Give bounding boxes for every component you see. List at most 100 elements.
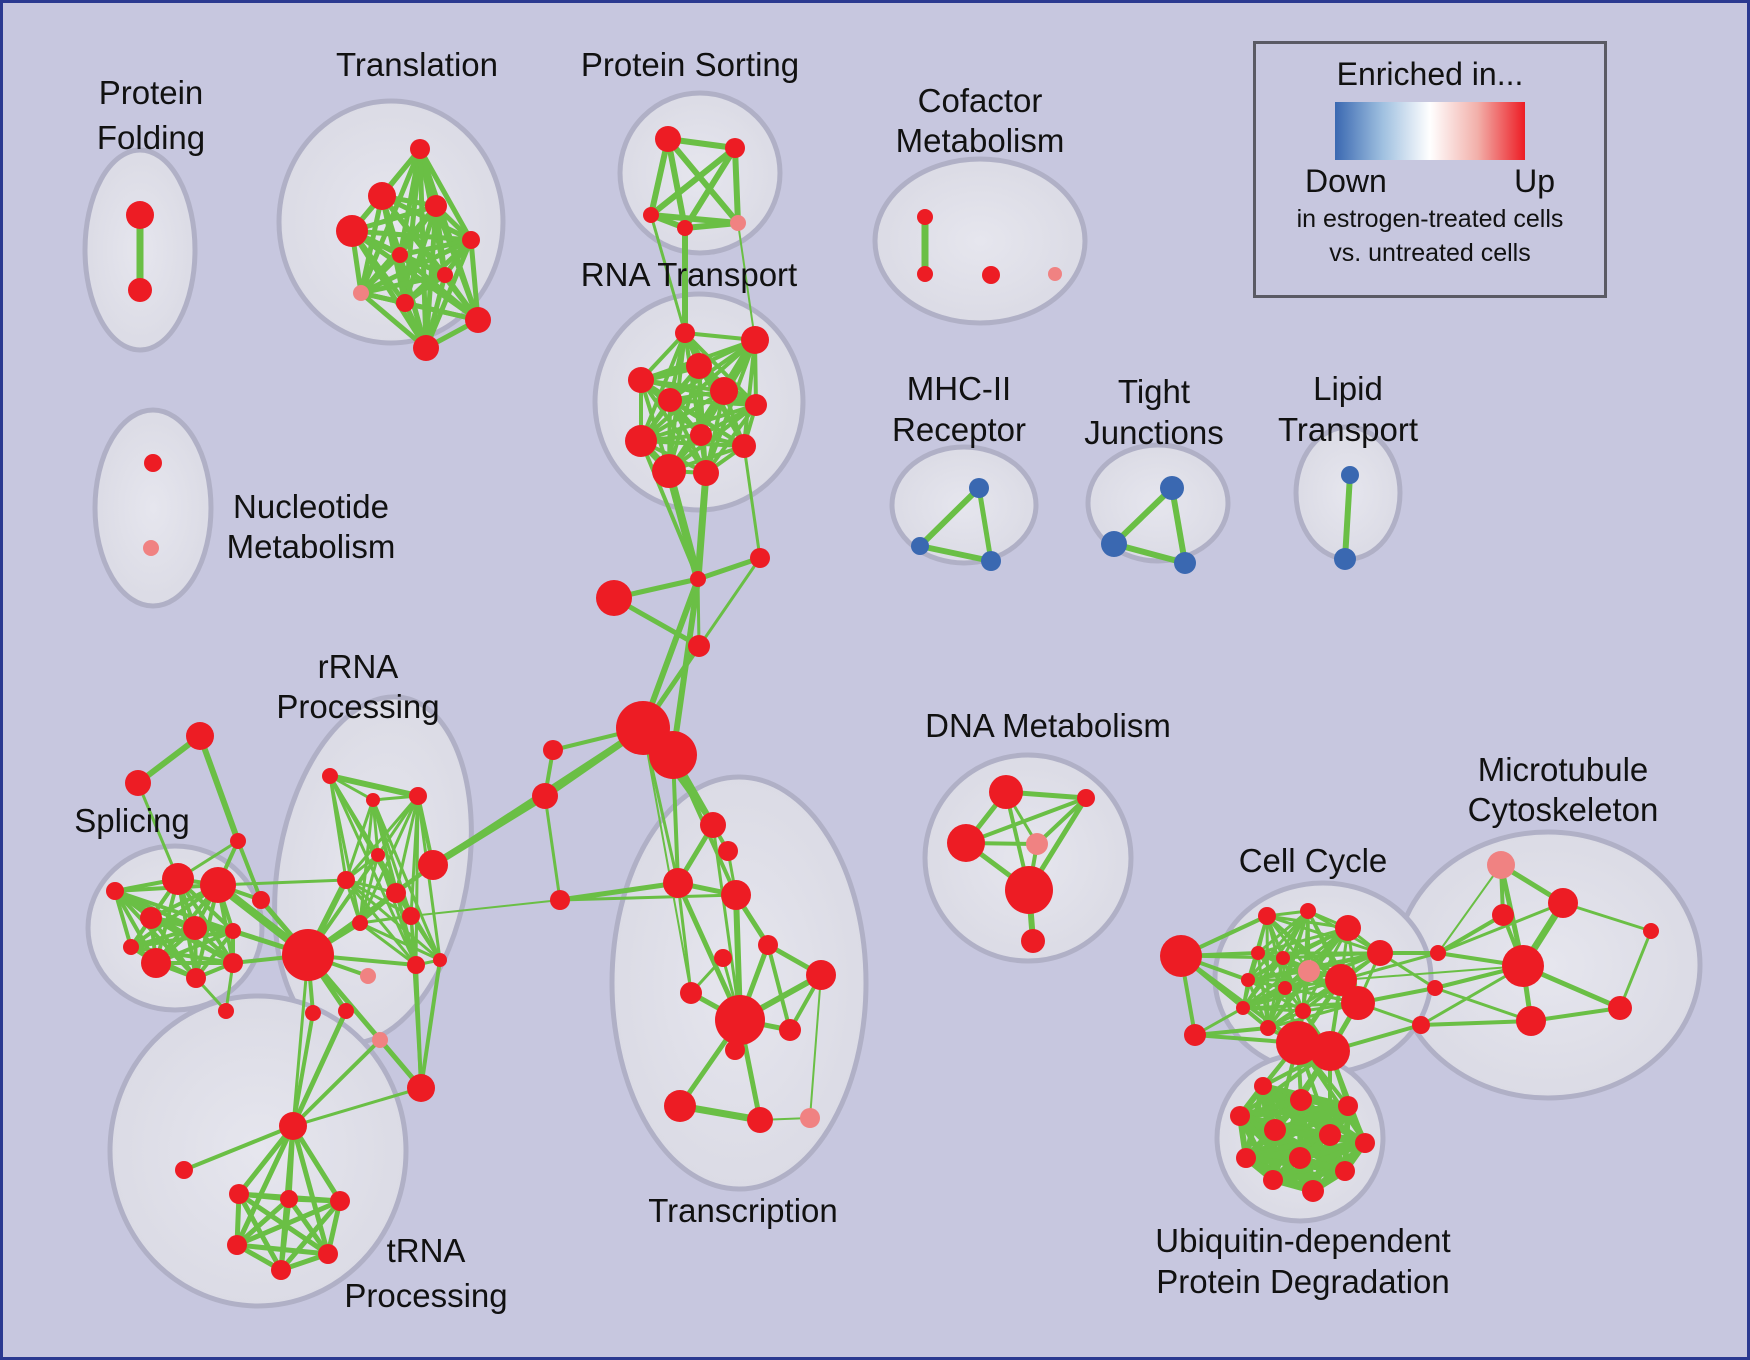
gene-set-node-mt3[interactable] [1502, 945, 1544, 987]
gene-set-node-ub2[interactable] [1290, 1089, 1312, 1111]
gene-set-node-tr4[interactable] [425, 195, 447, 217]
gene-set-node-tj2[interactable] [1101, 531, 1127, 557]
gene-set-node-rt2[interactable] [741, 326, 769, 354]
gene-set-node-tnH[interactable] [279, 1112, 307, 1140]
gene-set-node-tr6[interactable] [392, 247, 408, 263]
gene-set-node-rt11[interactable] [652, 454, 686, 488]
gene-set-node-tr11[interactable] [413, 335, 439, 361]
gene-set-node-tx6[interactable] [714, 949, 732, 967]
gene-set-node-cc9[interactable] [1241, 973, 1255, 987]
gene-set-node-tr7[interactable] [437, 267, 453, 283]
gene-set-node-hc4[interactable] [688, 635, 710, 657]
gene-set-node-rr9[interactable] [352, 915, 368, 931]
gene-set-node-cc2[interactable] [1300, 903, 1316, 919]
gene-set-node-hc3[interactable] [596, 580, 632, 616]
gene-set-node-rr15[interactable] [372, 1032, 388, 1048]
gene-set-node-lt1[interactable] [1341, 466, 1359, 484]
gene-set-node-ccB[interactable] [1310, 1031, 1350, 1071]
gene-set-node-sx1[interactable] [186, 722, 214, 750]
gene-set-node-rr1[interactable] [322, 768, 338, 784]
gene-set-node-sp1[interactable] [162, 863, 194, 895]
gene-set-node-hcB[interactable] [649, 731, 697, 779]
gene-set-node-mt6[interactable] [1643, 923, 1659, 939]
gene-set-node-mt4[interactable] [1608, 996, 1632, 1020]
gene-set-node-rt10[interactable] [732, 434, 756, 458]
gene-set-node-tx5[interactable] [758, 935, 778, 955]
gene-set-node-rt5[interactable] [658, 388, 682, 412]
gene-set-node-rr4[interactable] [371, 848, 385, 862]
gene-set-node-rt9[interactable] [690, 424, 712, 446]
gene-set-node-rr11[interactable] [433, 953, 447, 967]
gene-set-node-tr9[interactable] [396, 294, 414, 312]
gene-set-node-ub1[interactable] [1254, 1077, 1272, 1095]
gene-set-node-cc10[interactable] [1278, 981, 1292, 995]
gene-set-node-tx12[interactable] [747, 1107, 773, 1133]
gene-set-node-cc6[interactable] [1276, 951, 1290, 965]
gene-set-node-mh3[interactable] [981, 551, 1001, 571]
gene-set-node-cc13[interactable] [1295, 1003, 1311, 1019]
gene-set-node-ub10[interactable] [1335, 1161, 1355, 1181]
gene-set-node-rr13[interactable] [338, 1003, 354, 1019]
gene-set-node-tx8[interactable] [680, 982, 702, 1004]
gene-set-node-cc0[interactable] [1184, 1024, 1206, 1046]
gene-set-node-lt2[interactable] [1334, 548, 1356, 570]
gene-set-node-tr5[interactable] [462, 231, 480, 249]
gene-set-node-sp11[interactable] [123, 939, 139, 955]
gene-set-node-tx9[interactable] [779, 1019, 801, 1041]
gene-set-node-tn5[interactable] [227, 1235, 247, 1255]
gene-set-node-sp8[interactable] [223, 953, 243, 973]
gene-set-node-tj1[interactable] [1160, 476, 1184, 500]
gene-set-node-dm4[interactable] [1026, 833, 1048, 855]
gene-set-node-ps5[interactable] [730, 215, 746, 231]
gene-set-node-ub11[interactable] [1263, 1170, 1283, 1190]
gene-set-node-rr10[interactable] [360, 968, 376, 984]
gene-set-node-sp2[interactable] [200, 867, 236, 903]
gene-set-node-rr16[interactable] [407, 1074, 435, 1102]
gene-set-node-ub9[interactable] [1289, 1147, 1311, 1169]
gene-set-node-rr8[interactable] [402, 907, 420, 925]
gene-set-node-rt3[interactable] [628, 367, 654, 393]
gene-set-node-ps1[interactable] [655, 126, 681, 152]
gene-set-node-rt4[interactable] [686, 353, 712, 379]
gene-set-node-pf2[interactable] [128, 278, 152, 302]
gene-set-node-cf1[interactable] [917, 209, 933, 225]
gene-set-node-tr1[interactable] [410, 139, 430, 159]
gene-set-node-ub3[interactable] [1338, 1096, 1358, 1116]
gene-set-node-ccL[interactable] [1160, 935, 1202, 977]
gene-set-node-cc1[interactable] [1258, 907, 1276, 925]
gene-set-node-rr7[interactable] [418, 850, 448, 880]
gene-set-node-ub12[interactable] [1302, 1180, 1324, 1202]
gene-set-node-rt1[interactable] [675, 323, 695, 343]
gene-set-node-tc0[interactable] [550, 890, 570, 910]
gene-set-node-sp5[interactable] [225, 923, 241, 939]
gene-set-node-cc4[interactable] [1367, 940, 1393, 966]
gene-set-node-tn1[interactable] [175, 1161, 193, 1179]
gene-set-node-rr12[interactable] [407, 956, 425, 974]
gene-set-node-cf3[interactable] [982, 266, 1000, 284]
gene-set-node-tx1[interactable] [700, 812, 726, 838]
gene-set-node-rr3[interactable] [409, 787, 427, 805]
gene-set-node-mt5[interactable] [1516, 1006, 1546, 1036]
gene-set-node-cc12[interactable] [1260, 1020, 1276, 1036]
gene-set-node-tx11[interactable] [664, 1090, 696, 1122]
gene-set-node-dm3[interactable] [947, 824, 985, 862]
gene-set-node-ub5[interactable] [1264, 1119, 1286, 1141]
gene-set-node-ub7[interactable] [1355, 1133, 1375, 1153]
gene-set-node-tr10[interactable] [465, 307, 491, 333]
gene-set-node-tj3[interactable] [1174, 552, 1196, 574]
gene-set-node-mh2[interactable] [911, 537, 929, 555]
gene-set-node-pf1[interactable] [126, 201, 154, 229]
gene-set-node-rt8[interactable] [625, 425, 657, 457]
gene-set-node-nm1[interactable] [144, 454, 162, 472]
gene-set-node-mtP[interactable] [1487, 851, 1515, 879]
gene-set-node-rr5[interactable] [337, 871, 355, 889]
gene-set-node-cc8[interactable] [1325, 964, 1357, 996]
gene-set-node-sp4[interactable] [183, 916, 207, 940]
gene-set-node-hc5[interactable] [543, 740, 563, 760]
gene-set-node-tn3[interactable] [280, 1190, 298, 1208]
gene-set-node-rt7[interactable] [745, 394, 767, 416]
gene-set-node-tr8[interactable] [353, 285, 369, 301]
gene-set-node-ub4[interactable] [1230, 1106, 1250, 1126]
gene-set-node-bn1[interactable] [1430, 945, 1446, 961]
gene-set-node-tx7[interactable] [806, 960, 836, 990]
